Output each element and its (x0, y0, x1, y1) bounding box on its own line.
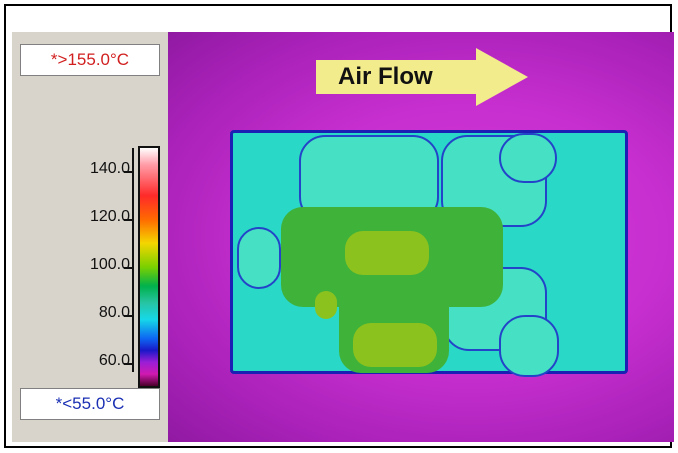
scale-axis-line (132, 148, 134, 372)
scale-label-80: 80.0 (98, 304, 130, 321)
scale-label-120: 120.0 (89, 208, 130, 225)
hot-spot (345, 231, 429, 275)
scale-label-140: 140.0 (89, 160, 130, 177)
scale-tick-140 (124, 171, 134, 173)
scale-tick-120 (124, 219, 134, 221)
hot-spot (353, 323, 437, 367)
air-flow-label: Air Flow (338, 63, 433, 90)
temperature-scale-panel: *>155.0°C 140.0 120.0 100.0 80.0 60.0 *<… (12, 32, 169, 442)
thermal-image: Air Flow (168, 32, 674, 442)
board-component (499, 133, 557, 183)
scale-tick-60 (124, 363, 134, 365)
arrow-head-icon (476, 48, 528, 106)
arrow-body (316, 60, 478, 94)
scale-label-60: 60.0 (98, 352, 130, 369)
hot-spot (315, 291, 337, 319)
air-flow-arrow: Air Flow (316, 48, 530, 106)
min-temperature-readout: *<55.0°C (20, 388, 160, 420)
board-component (237, 227, 281, 289)
scale-label-100: 100.0 (89, 256, 130, 273)
board-component (499, 315, 559, 377)
scale-tick-80 (124, 315, 134, 317)
circuit-board (230, 130, 628, 377)
scale-tick-100 (124, 267, 134, 269)
max-temperature-readout: *>155.0°C (20, 44, 160, 76)
temperature-colorbar (138, 146, 160, 388)
